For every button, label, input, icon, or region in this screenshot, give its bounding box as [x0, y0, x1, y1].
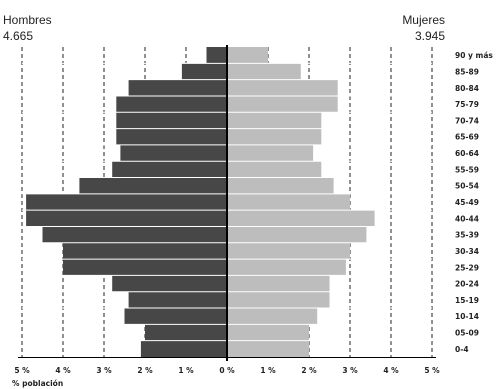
bar-mujeres-10-14	[227, 308, 318, 325]
bar-hombres-50-54	[79, 177, 228, 194]
x-tick-label: 4 %	[383, 366, 399, 375]
x-tick-label: 0 %	[219, 366, 235, 375]
bar-mujeres-05-09	[227, 324, 309, 341]
bar-mujeres-85-89	[227, 63, 301, 80]
bar-mujeres-25-29	[227, 259, 346, 276]
right-series-total: 3.945	[415, 29, 445, 43]
bar-hombres-15-19	[128, 291, 227, 309]
bar-hombres-30-34	[63, 242, 227, 260]
age-group-label: 50-54	[455, 182, 479, 191]
bar-mujeres-65-69	[227, 128, 322, 145]
age-group-label: 65-69	[455, 133, 479, 142]
x-tick-label: 4 %	[55, 366, 71, 375]
bar-hombres-65-69	[116, 128, 227, 145]
age-group-label: 60-64	[455, 149, 479, 158]
x-tick-label: 5 %	[14, 366, 30, 375]
bar-hombres-40-44	[26, 210, 227, 227]
bar-mujeres-0-4	[227, 340, 309, 357]
bar-mujeres-30-34	[227, 242, 350, 260]
bar-mujeres-20-24	[227, 275, 330, 292]
bar-hombres-10-14	[124, 308, 227, 325]
bar-mujeres-15-19	[227, 291, 330, 309]
age-group-label: 85-89	[455, 67, 479, 76]
x-tick-label: 1 %	[178, 366, 194, 375]
right-series-label: Mujeres	[402, 13, 445, 27]
bar-hombres-35-39	[42, 226, 227, 243]
x-tick-label: 3 %	[342, 366, 358, 375]
bar-hombres-55-59	[112, 161, 227, 178]
bar-mujeres-70-74	[227, 112, 322, 129]
age-group-label: 90 y más	[455, 51, 493, 60]
plot-area: 0-4 05-09 10-14 15-19 20-24 25-29 30-34 35-39 40…	[14, 45, 493, 375]
bar-mujeres-35-39	[227, 226, 367, 243]
bar-hombres-75-79	[116, 95, 227, 113]
age-group-label: 70-74	[455, 116, 479, 125]
bar-mujeres-50-54	[227, 177, 334, 194]
age-group-label: 10-14	[455, 312, 479, 321]
bar-hombres-80-84	[128, 79, 227, 96]
age-group-label: 80-84	[455, 84, 479, 93]
bar-hombres-85-89	[181, 63, 227, 80]
age-group-label: 30-34	[455, 247, 479, 256]
bar-mujeres-55-59	[227, 161, 322, 178]
bar-mujeres-80-84	[227, 79, 338, 96]
x-tick-label: 3 %	[96, 366, 112, 375]
bar-mujeres-45-49	[227, 193, 350, 211]
age-group-label: 45-49	[455, 198, 479, 207]
bar-mujeres-60-64	[227, 144, 314, 162]
bar-hombres-0-4	[140, 340, 227, 357]
age-group-label: 15-19	[455, 296, 479, 305]
bar-hombres-60-64	[120, 144, 227, 162]
left-series-total: 4.665	[3, 29, 33, 43]
bar-mujeres-40-44	[227, 210, 375, 227]
bar-mujeres-75-79	[227, 95, 338, 113]
age-group-label: 20-24	[455, 280, 479, 289]
age-group-label: 40-44	[455, 214, 479, 223]
age-group-label: 25-29	[455, 263, 479, 272]
age-group-label: 55-59	[455, 165, 479, 174]
age-group-label: 0-4	[455, 345, 469, 354]
left-series-label: Hombres	[3, 13, 52, 27]
bar-hombres-05-09	[145, 324, 227, 341]
age-group-label: 75-79	[455, 100, 479, 109]
bar-hombres-45-49	[26, 193, 227, 211]
x-tick-label: 1 %	[260, 366, 276, 375]
age-group-label: 35-39	[455, 231, 479, 240]
bar-mujeres-90 y más	[227, 47, 268, 64]
x-tick-label: 2 %	[137, 366, 153, 375]
bar-hombres-90 y más	[206, 47, 227, 64]
x-axis-label: % población	[12, 379, 63, 388]
bar-hombres-25-29	[63, 259, 227, 276]
bar-hombres-70-74	[116, 112, 227, 129]
x-tick-label: 5 %	[424, 366, 440, 375]
x-tick-label: 2 %	[301, 366, 317, 375]
bar-hombres-20-24	[112, 275, 227, 292]
age-group-label: 05-09	[455, 329, 479, 338]
